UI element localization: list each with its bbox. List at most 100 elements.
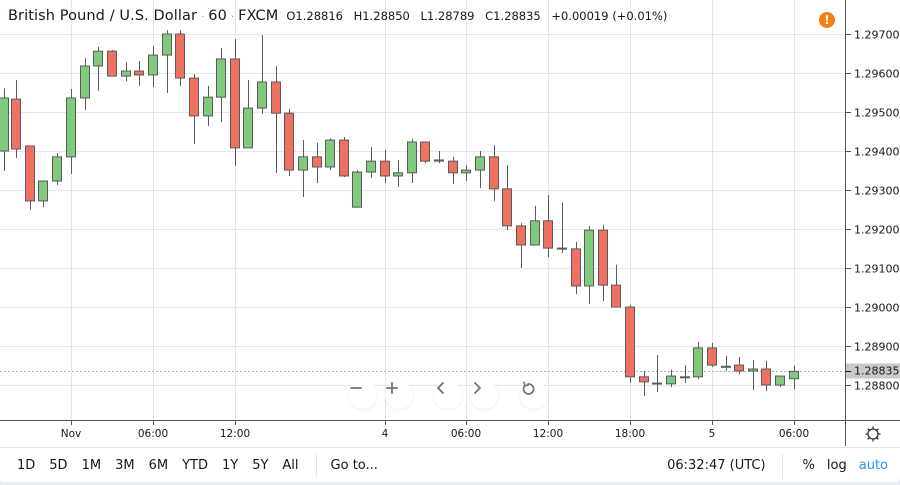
time-label: 12:00 <box>219 428 251 440</box>
price-axis[interactable]: 1.29700 1.29600 1.29500 1.29400 1.29300 1.292… <box>845 0 900 420</box>
zoom-in-button[interactable] <box>385 381 413 409</box>
candle <box>761 360 771 391</box>
candle <box>680 365 690 384</box>
time-tick <box>71 421 72 425</box>
divider <box>315 453 317 477</box>
candle <box>38 180 48 208</box>
candle <box>748 360 758 391</box>
chevron-right-icon <box>474 382 481 394</box>
candle <box>652 354 662 393</box>
candle <box>611 264 621 308</box>
candle <box>148 46 158 88</box>
price-tick <box>846 346 851 347</box>
candle <box>584 225 594 304</box>
range-5d-button[interactable]: 5D <box>49 457 68 473</box>
candle <box>461 165 471 182</box>
low-value: L1.28789 <box>420 9 475 23</box>
date-range-buttons: 1D 5D 1M 3M 6M YTD 1Y 5Y All <box>0 458 306 473</box>
time-tick <box>630 421 631 425</box>
utc-clock[interactable]: 06:32:47 (UTC) <box>667 458 766 473</box>
candle <box>639 370 649 396</box>
candle <box>516 223 526 268</box>
price-tick <box>846 385 851 386</box>
time-label: 18:00 <box>614 428 646 440</box>
candle <box>475 151 485 189</box>
candle <box>11 80 21 159</box>
warning-icon[interactable]: ! <box>819 12 835 28</box>
legend-separator: · <box>230 12 235 23</box>
time-label: 06:00 <box>137 428 169 440</box>
minus-icon <box>350 387 362 389</box>
divider <box>781 453 783 478</box>
price-label: 1.29600 <box>854 67 900 81</box>
candle <box>789 365 799 390</box>
candle <box>407 138 417 183</box>
candle <box>393 159 403 187</box>
price-tick <box>846 73 851 74</box>
range-3m-button[interactable]: 3M <box>115 457 135 473</box>
candle <box>625 305 635 384</box>
reset-chart-button[interactable] <box>520 381 548 409</box>
candle <box>284 108 294 176</box>
candle <box>52 152 62 185</box>
exchange-label: FXCM <box>238 8 279 24</box>
auto-scale-toggle[interactable]: auto <box>858 458 888 473</box>
open-value: O1.28816 <box>286 9 343 23</box>
range-1d-button[interactable]: 1D <box>17 457 36 473</box>
candle <box>434 151 444 164</box>
time-tick <box>712 421 713 425</box>
time-label: 06:00 <box>778 428 810 440</box>
candle <box>298 140 308 198</box>
candle <box>93 46 103 91</box>
go-to-date-button[interactable]: Go to... <box>330 457 378 473</box>
chart-pane[interactable]: British Pound / U.S. Dollar · 60 · FXCM … <box>0 0 845 420</box>
candle <box>80 58 90 111</box>
high-value: H1.28850 <box>353 9 410 23</box>
price-label: 1.29100 <box>854 262 900 276</box>
range-6m-button[interactable]: 6M <box>148 457 169 473</box>
zoom-out-button[interactable] <box>349 381 377 409</box>
scroll-right-button[interactable] <box>470 381 498 409</box>
candle <box>162 30 172 93</box>
symbol-name[interactable]: British Pound / U.S. Dollar <box>8 8 198 24</box>
price-tick <box>846 229 851 230</box>
log-scale-toggle[interactable]: log <box>826 458 847 473</box>
change-value: +0.00019 (+0.01%) <box>551 9 668 23</box>
candle <box>543 195 553 258</box>
candle <box>366 147 376 178</box>
candlestick-chart[interactable] <box>0 0 845 420</box>
candle <box>598 225 608 302</box>
range-5y-button[interactable]: 5Y <box>252 457 269 473</box>
range-1m-button[interactable]: 1M <box>81 457 102 473</box>
candle <box>203 85 213 127</box>
last-price-label: 1.28835 <box>846 363 900 379</box>
chevron-left-icon <box>437 382 444 394</box>
chart-settings-button[interactable] <box>845 420 900 446</box>
price-label: 1.28900 <box>854 340 900 354</box>
symbol-legend: British Pound / U.S. Dollar · 60 · FXCM … <box>8 8 674 30</box>
candle <box>230 39 240 166</box>
candle <box>721 356 731 371</box>
price-tick <box>846 307 851 308</box>
candle <box>489 145 499 201</box>
time-axis[interactable]: Nov 06:00 12:00 4 06:00 12:00 18:00 5 06:00 <box>0 420 845 446</box>
scroll-left-button[interactable] <box>434 381 462 409</box>
range-ytd-button[interactable]: YTD <box>182 457 208 473</box>
time-label: 06:00 <box>450 428 482 440</box>
time-tick <box>794 421 795 425</box>
percent-scale-toggle[interactable]: % <box>802 458 815 473</box>
candle <box>325 138 335 171</box>
price-label: 1.29700 <box>854 28 900 42</box>
range-all-button[interactable]: All <box>282 457 299 473</box>
candle <box>707 342 717 368</box>
price-tick <box>846 151 851 152</box>
legend-separator: · <box>201 12 205 23</box>
range-1y-button[interactable]: 1Y <box>221 457 239 473</box>
price-label: 1.29000 <box>854 301 900 315</box>
time-label: 5 <box>708 428 716 440</box>
candle <box>134 60 144 86</box>
price-tick <box>846 34 851 35</box>
gear-icon <box>865 426 881 441</box>
price-label: 1.29500 <box>854 106 900 120</box>
